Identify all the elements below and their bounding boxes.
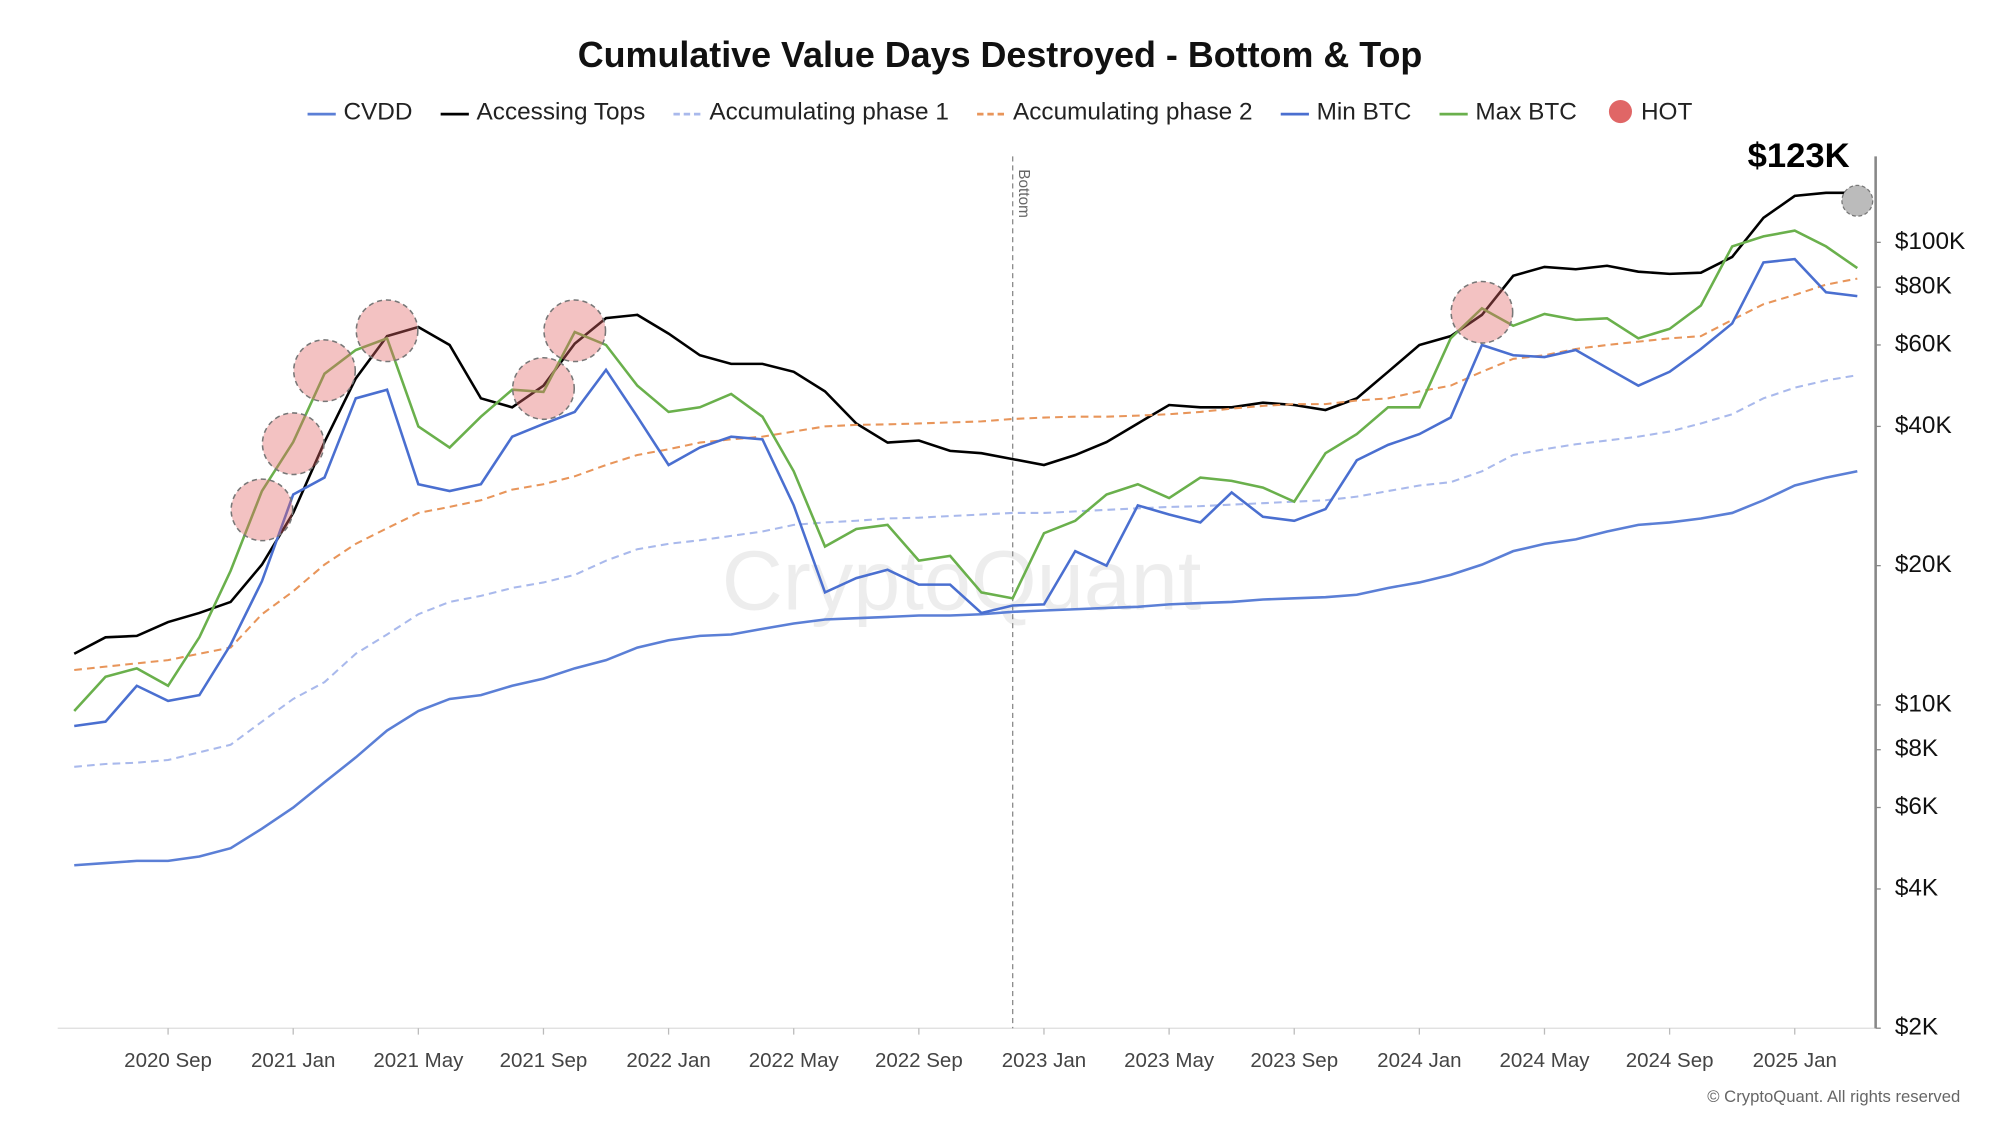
x-tick-label: 2023 Sep (1250, 1049, 1338, 1072)
hot-marker (261, 412, 325, 476)
legend-item: Accessing Tops (440, 98, 646, 125)
hot-marker (292, 339, 357, 403)
series-line (74, 277, 1858, 672)
legend: CVDD Accessing Tops Accumulating phase 1 Ac… (307, 98, 1693, 125)
legend-label: HOT (1641, 98, 1693, 125)
x-tick-label: 2023 May (1124, 1049, 1215, 1072)
y-tick-label: $80K (1895, 273, 1952, 300)
x-tick-label: 2024 Sep (1626, 1049, 1714, 1072)
hot-marker (1450, 280, 1514, 344)
x-tick-label: 2021 Jan (251, 1049, 335, 1072)
hot-marker (543, 299, 607, 363)
chart-title: Cumulative Value Days Destroyed - Bottom… (578, 35, 1423, 75)
x-tick-label: 2025 Jan (1753, 1049, 1837, 1072)
x-tick-label: 2024 Jan (1377, 1049, 1461, 1072)
legend-label: CVDD (343, 98, 412, 125)
watermark: CryptoQuant (722, 533, 1202, 628)
legend-item: HOT (1608, 98, 1693, 125)
y-tick-label: $60K (1895, 330, 1952, 357)
legend-item: Accumulating phase 2 (977, 98, 1253, 125)
x-tick-label: 2022 Jan (626, 1049, 710, 1072)
y-tick-label: $40K (1895, 412, 1952, 439)
x-tick-label: 2022 May (749, 1049, 840, 1072)
legend-swatch (1608, 100, 1632, 124)
y-tick-label: $6K (1895, 793, 1938, 820)
series-line (74, 257, 1858, 728)
legend-item: Min BTC (1280, 98, 1412, 125)
y-tick-label: $20K (1895, 551, 1952, 578)
x-tick-label: 2022 Sep (875, 1049, 963, 1072)
legend-label: Min BTC (1317, 98, 1412, 125)
x-tick-label: 2024 May (1499, 1049, 1590, 1072)
legend-label: Accumulating phase 1 (709, 98, 949, 125)
hot-marker (230, 478, 294, 542)
series-line (73, 229, 1859, 712)
y-tick-label: $8K (1895, 735, 1938, 762)
x-tick-label: 2021 May (373, 1049, 464, 1072)
hot-marker (511, 356, 575, 421)
x-tick-label: 2023 Jan (1002, 1049, 1086, 1072)
series-line (74, 470, 1858, 867)
y-tick-label: $4K (1895, 874, 1938, 901)
peak-label: $123K (1748, 137, 1850, 175)
y-tick-label: $2K (1895, 1014, 1938, 1041)
hot-marker (355, 299, 419, 363)
peak-marker (1841, 184, 1874, 217)
credit: © CryptoQuant. All rights reserved (1707, 1087, 1960, 1106)
legend-label: Max BTC (1475, 98, 1576, 125)
legend-label: Accessing Tops (477, 98, 646, 125)
legend-item: Accumulating phase 1 (673, 98, 949, 125)
x-tick-label: 2020 Sep (124, 1049, 212, 1072)
bottom-marker-label: Bottom (1015, 169, 1032, 218)
legend-item: Max BTC (1439, 98, 1577, 125)
x-tick-label: 2021 Sep (500, 1049, 588, 1072)
y-tick-label: $10K (1895, 690, 1952, 717)
y-tick-label: $100K (1895, 228, 1965, 255)
legend-label: Accumulating phase 2 (1013, 98, 1253, 125)
legend-item: CVDD (307, 98, 412, 125)
